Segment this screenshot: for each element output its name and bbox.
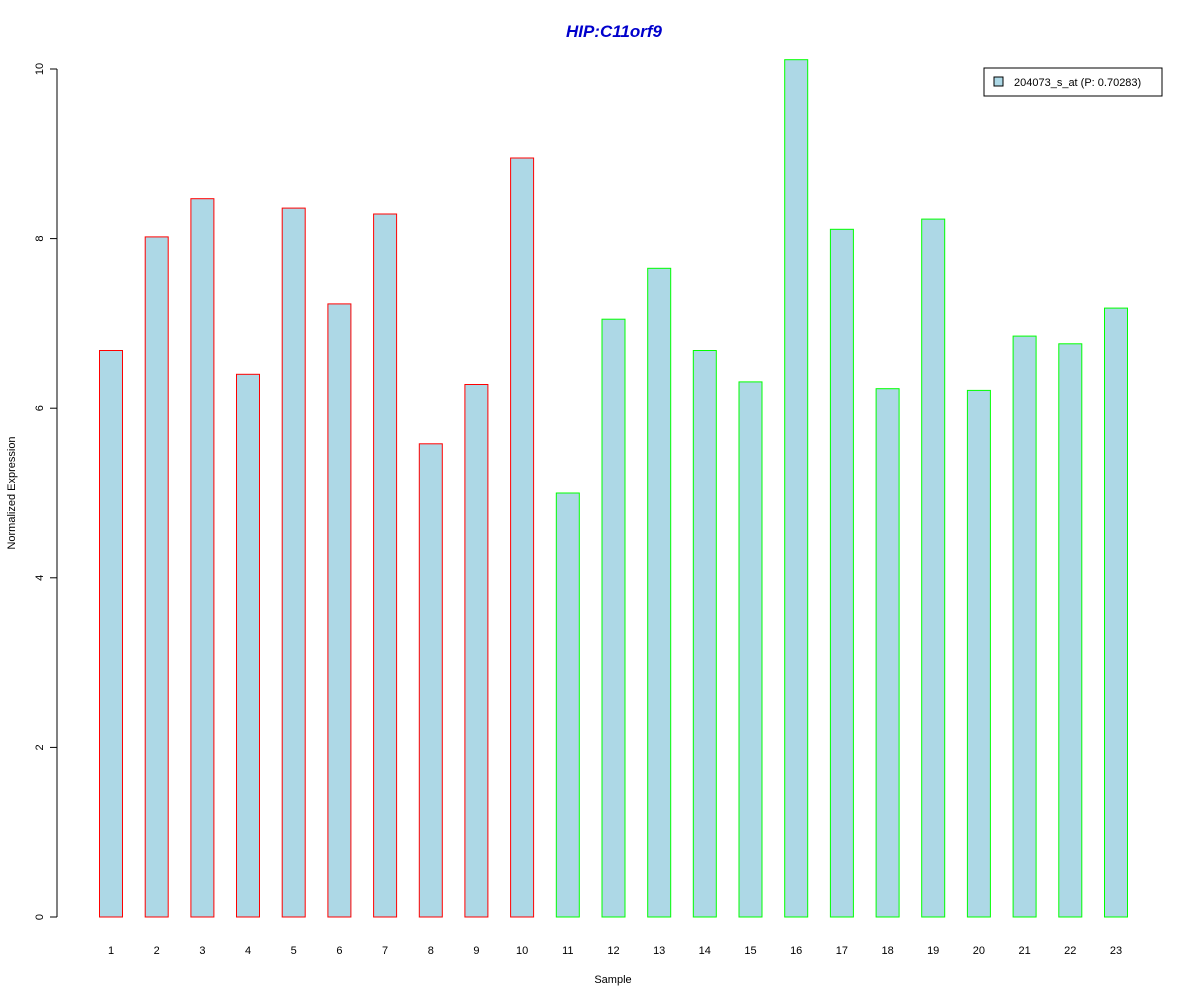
y-tick-label-8: 8 [34,236,46,242]
bar-8 [418,443,443,918]
bar-13 [647,267,672,918]
bar-12 [601,318,626,918]
x-tick-label-7: 7 [382,945,388,957]
y-tick-label-6: 6 [34,405,46,411]
x-tick-label-18: 18 [881,945,893,957]
y-tick-label-10: 10 [34,63,46,75]
bar-7 [373,213,398,918]
bar-22 [1058,343,1083,918]
x-tick-label-10: 10 [516,945,528,957]
x-tick-label-6: 6 [336,945,342,957]
y-tick-label-0: 0 [34,914,46,920]
bar-14 [692,350,717,918]
bar-16 [784,59,809,918]
x-tick-label-21: 21 [1018,945,1030,957]
bar-5 [281,207,306,918]
x-tick-label-15: 15 [744,945,756,957]
x-tick-label-17: 17 [836,945,848,957]
chart-title: HIP:C11orf9 [566,22,663,41]
bar-19 [921,218,946,918]
bar-17 [829,228,854,918]
bar-2 [144,236,169,918]
x-tick-labels: 1 2 3 4 5 6 7 8 9 10 11 12 13 14 15 16 17 18 19 20 21 22 23 [108,945,1122,957]
x-axis-label: Sample [594,974,631,986]
y-tick-label-2: 2 [34,744,46,750]
x-tick-label-14: 14 [699,945,711,957]
bar-6 [327,303,352,918]
x-tick-label-1: 1 [108,945,114,957]
x-tick-label-3: 3 [199,945,205,957]
legend-swatch [993,76,1004,87]
x-tick-label-12: 12 [607,945,619,957]
y-axis-label: Normalized Expression [6,436,18,549]
x-tick-label-5: 5 [291,945,297,957]
bars-group [99,59,1128,918]
bar-11 [555,492,580,918]
y-axis: 0 2 4 6 8 10 [34,63,58,920]
bar-1 [99,350,123,918]
x-tick-label-4: 4 [245,945,251,957]
bar-18 [875,388,900,918]
bar-21 [1012,335,1037,918]
x-tick-label-20: 20 [973,945,985,957]
y-tick-label-4: 4 [34,575,46,581]
x-tick-label-9: 9 [473,945,479,957]
bar-15 [738,381,763,918]
bar-10 [510,157,535,918]
legend-label: 204073_s_at (P: 0.70283) [1014,77,1141,89]
x-tick-label-11: 11 [562,945,573,957]
legend-box [983,67,1163,97]
bar-4 [236,373,260,918]
bar-23 [1104,307,1128,918]
x-tick-label-19: 19 [927,945,939,957]
legend: 204073_s_at (P: 0.70283) [983,67,1163,97]
bar-3 [190,198,215,918]
x-tick-label-2: 2 [154,945,160,957]
x-tick-label-23: 23 [1110,945,1122,957]
x-tick-label-22: 22 [1064,945,1076,957]
bar-20 [966,389,991,918]
x-tick-label-16: 16 [790,945,802,957]
bar-9 [464,384,489,918]
x-tick-label-8: 8 [428,945,434,957]
x-tick-label-13: 13 [653,945,665,957]
